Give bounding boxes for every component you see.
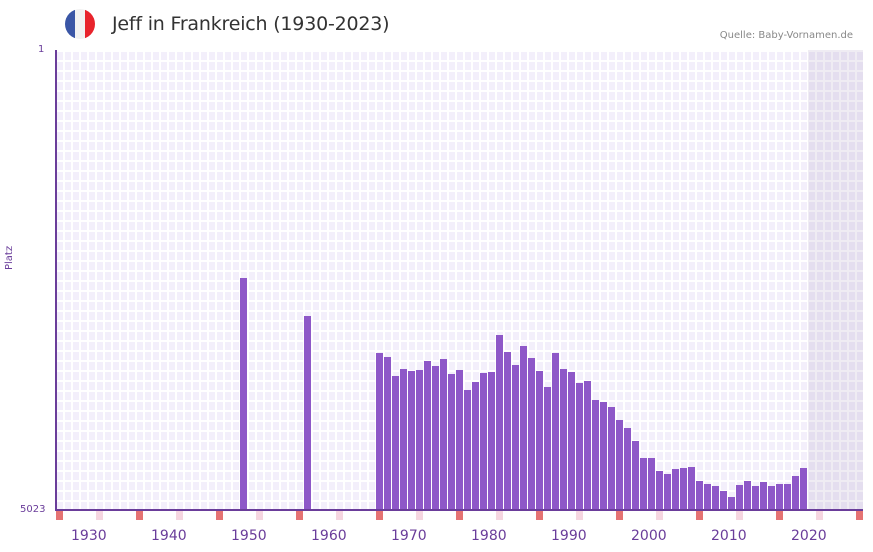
bar-2008[interactable]	[696, 481, 703, 510]
bar-1959[interactable]	[304, 316, 311, 510]
year-marker	[816, 511, 823, 520]
year-marker	[696, 511, 703, 520]
bar-1992[interactable]	[568, 372, 575, 510]
bar-1986[interactable]	[520, 346, 527, 510]
bar-1993[interactable]	[576, 383, 583, 510]
year-marker	[296, 511, 303, 520]
year-marker	[216, 511, 223, 520]
x-tick-2000: 2000	[631, 528, 667, 544]
x-tick-1970: 1970	[391, 528, 427, 544]
bar-1984[interactable]	[504, 352, 511, 510]
decade-markers	[55, 511, 863, 520]
year-marker	[496, 511, 503, 520]
bar-2019[interactable]	[784, 484, 791, 510]
bar-2010[interactable]	[712, 486, 719, 510]
bar-2021[interactable]	[800, 468, 807, 510]
year-marker	[96, 511, 103, 520]
year-marker	[576, 511, 583, 520]
bar-1987[interactable]	[528, 358, 535, 510]
bar-1981[interactable]	[480, 373, 487, 510]
bar-2005[interactable]	[672, 469, 679, 510]
bar-2020[interactable]	[792, 476, 799, 510]
bar-1988[interactable]	[536, 371, 543, 510]
bar-1971[interactable]	[400, 369, 407, 510]
bar-1990[interactable]	[552, 353, 559, 510]
bar-1999[interactable]	[624, 428, 631, 510]
bar-1969[interactable]	[384, 357, 391, 510]
bar-1995[interactable]	[592, 400, 599, 510]
bar-1991[interactable]	[560, 369, 567, 510]
bar-2003[interactable]	[656, 471, 663, 510]
bar-1985[interactable]	[512, 365, 519, 510]
bar-2016[interactable]	[760, 482, 767, 510]
bar-2017[interactable]	[768, 486, 775, 510]
bar-1977[interactable]	[448, 374, 455, 510]
bar-1989[interactable]	[544, 387, 551, 510]
bar-2013[interactable]	[736, 485, 743, 510]
year-marker	[56, 511, 63, 520]
x-tick-1980: 1980	[471, 528, 507, 544]
year-marker	[336, 511, 343, 520]
year-marker	[656, 511, 663, 520]
year-marker	[776, 511, 783, 520]
bar-2006[interactable]	[680, 468, 687, 510]
year-marker	[536, 511, 543, 520]
bar-1968[interactable]	[376, 353, 383, 510]
bar-1998[interactable]	[616, 420, 623, 510]
bar-1979[interactable]	[464, 390, 471, 510]
bar-2004[interactable]	[664, 474, 671, 510]
x-tick-1950: 1950	[231, 528, 267, 544]
year-marker	[176, 511, 183, 520]
year-marker	[136, 511, 143, 520]
year-marker	[376, 511, 383, 520]
year-marker	[856, 511, 863, 520]
year-marker	[616, 511, 623, 520]
y-axis-line	[55, 50, 57, 510]
bar-1978[interactable]	[456, 370, 463, 510]
x-tick-1990: 1990	[551, 528, 587, 544]
x-tick-2020: 2020	[791, 528, 827, 544]
bar-1996[interactable]	[600, 402, 607, 510]
year-marker	[416, 511, 423, 520]
france-flag-icon	[65, 9, 95, 39]
bar-1973[interactable]	[416, 370, 423, 510]
source-label: Quelle: Baby-Vornamen.de	[719, 30, 853, 41]
y-axis-bottom-label: 5023	[20, 504, 46, 515]
x-tick-1940: 1940	[151, 528, 187, 544]
bar-1994[interactable]	[584, 381, 591, 510]
bar-2011[interactable]	[720, 491, 727, 510]
x-tick-1930: 1930	[71, 528, 107, 544]
bar-1972[interactable]	[408, 371, 415, 510]
year-marker	[736, 511, 743, 520]
year-marker	[456, 511, 463, 520]
bar-1976[interactable]	[440, 359, 447, 510]
future-shaded-region	[808, 50, 863, 510]
bar-1975[interactable]	[432, 366, 439, 510]
bar-1997[interactable]	[608, 407, 615, 510]
plot-area	[55, 50, 863, 510]
x-tick-1960: 1960	[311, 528, 347, 544]
y-axis-title: Platz	[4, 245, 15, 270]
bar-1983[interactable]	[496, 335, 503, 510]
y-axis-top-label: 1	[38, 44, 45, 55]
bar-2009[interactable]	[704, 484, 711, 510]
x-axis-line	[55, 509, 863, 511]
bar-2001[interactable]	[640, 458, 647, 510]
bar-1970[interactable]	[392, 376, 399, 510]
bar-1982[interactable]	[488, 372, 495, 510]
bar-1974[interactable]	[424, 361, 431, 510]
bar-2000[interactable]	[632, 441, 639, 510]
bar-2007[interactable]	[688, 467, 695, 510]
year-marker	[256, 511, 263, 520]
bar-2015[interactable]	[752, 486, 759, 510]
bar-2014[interactable]	[744, 481, 751, 510]
bar-2012[interactable]	[728, 497, 735, 510]
bar-2018[interactable]	[776, 484, 783, 510]
bar-1980[interactable]	[472, 382, 479, 510]
bar-1951[interactable]	[240, 278, 247, 510]
bar-2002[interactable]	[648, 458, 655, 510]
chart-title: Jeff in Frankreich (1930-2023)	[112, 13, 390, 35]
x-tick-2010: 2010	[711, 528, 747, 544]
